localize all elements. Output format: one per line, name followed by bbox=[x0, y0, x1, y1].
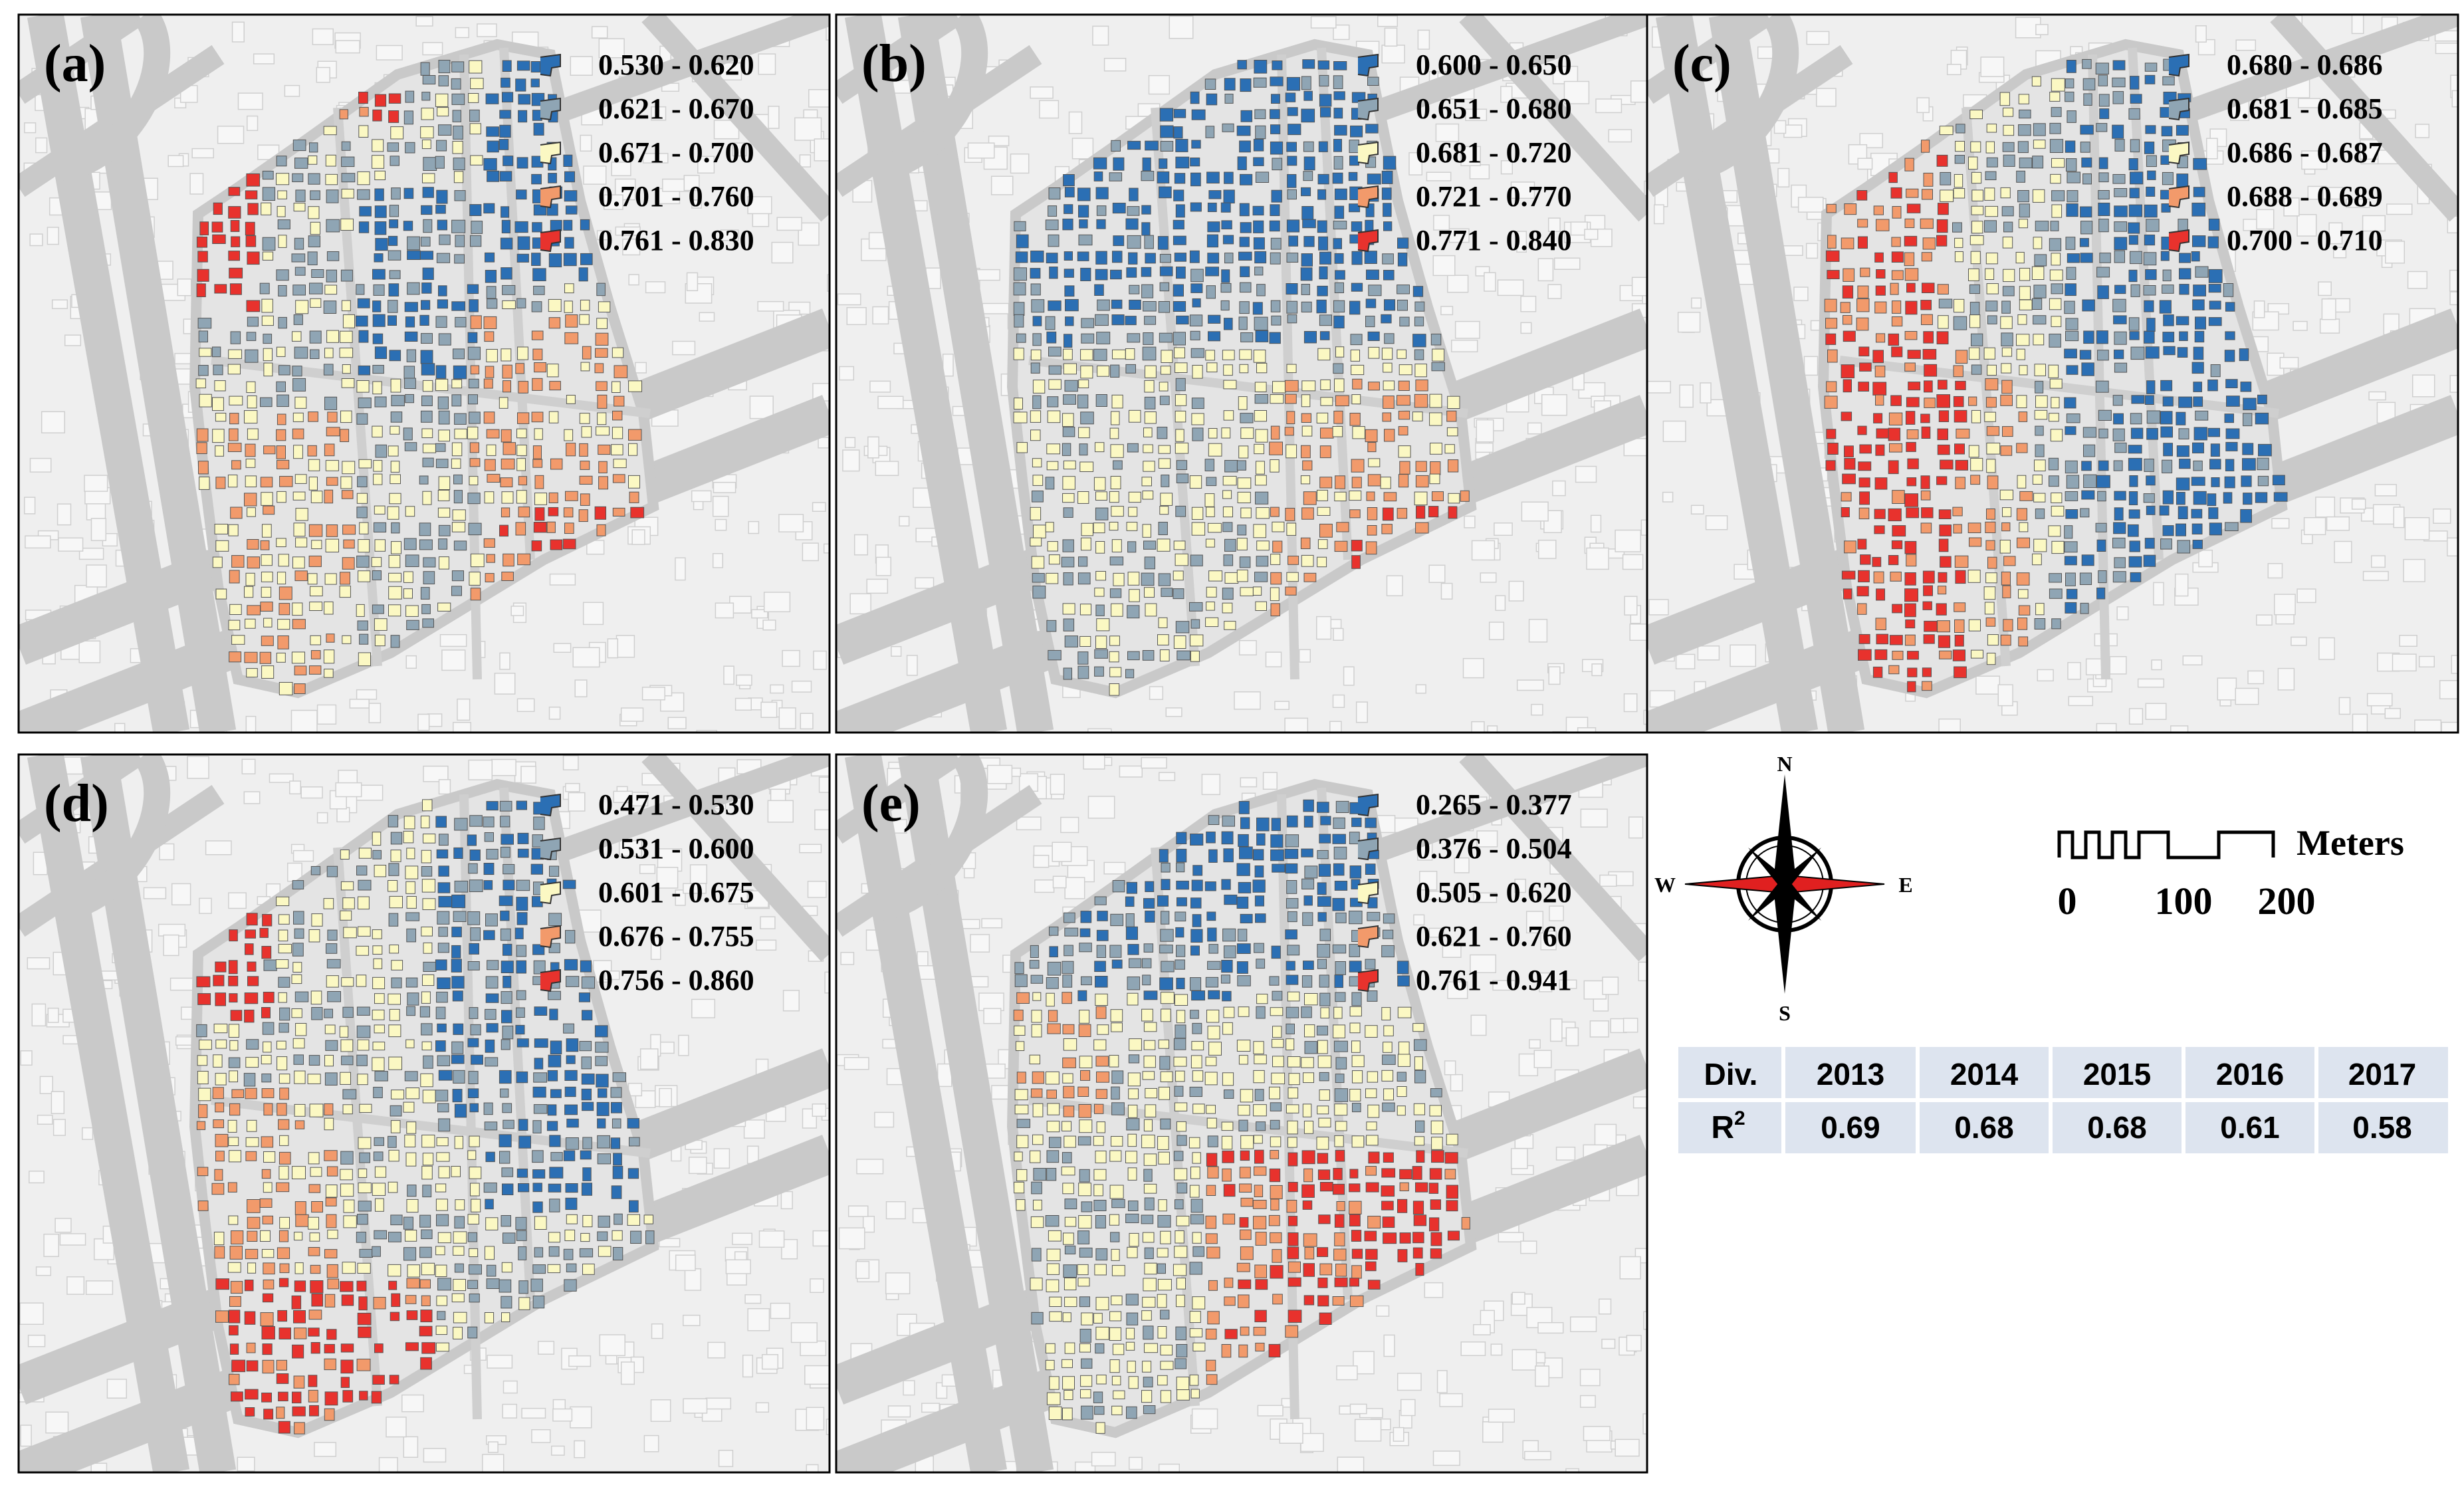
compass-n-label: N bbox=[1777, 752, 1792, 776]
compass-e-label: E bbox=[1898, 873, 1912, 897]
legend-swatch-d-3 bbox=[540, 925, 561, 949]
legend-label-d-0: 0.471 - 0.530 bbox=[598, 788, 754, 821]
legend-swatch-d-4 bbox=[540, 969, 561, 992]
table-value-1: 0.68 bbox=[1954, 1110, 2014, 1145]
legend-swatch-e-3 bbox=[1357, 925, 1379, 949]
legend-label-b-0: 0.600 - 0.650 bbox=[1416, 49, 1572, 81]
legend-label-d-3: 0.676 - 0.755 bbox=[598, 920, 754, 953]
legend-label-c-0: 0.680 - 0.686 bbox=[2227, 49, 2383, 81]
map-panel-c: (c) 0.680 - 0.686 0.681 - 0.685 0.686 - 0.6… bbox=[1646, 13, 2459, 734]
compass-rose-icon: N S W E bbox=[1654, 752, 1913, 1025]
compass-s-label: S bbox=[1779, 1001, 1791, 1025]
table-header-1: 2013 bbox=[1817, 1057, 1884, 1091]
legend-label-e-4: 0.761 - 0.941 bbox=[1416, 964, 1572, 996]
legend-label-c-2: 0.686 - 0.687 bbox=[2227, 136, 2383, 169]
table-header-4: 2016 bbox=[2216, 1057, 2284, 1091]
legend-e: 0.265 - 0.377 0.376 - 0.504 0.505 - 0.620 0… bbox=[1357, 788, 1572, 996]
legend-label-b-4: 0.771 - 0.840 bbox=[1416, 224, 1572, 257]
legend-swatch-a-2 bbox=[540, 141, 561, 165]
legend-swatch-c-2 bbox=[2168, 141, 2189, 165]
legend-swatch-b-0 bbox=[1357, 53, 1379, 77]
legend-swatch-c-4 bbox=[2168, 229, 2189, 253]
legend-label-e-1: 0.376 - 0.504 bbox=[1416, 832, 1572, 865]
map-panel-a: (a) 0.530 - 0.620 0.621 - 0.670 0.671 - 0.7… bbox=[17, 13, 831, 734]
panel-label-a: (a) bbox=[44, 35, 106, 93]
legend-swatch-a-1 bbox=[540, 97, 561, 121]
map-panel-e: (e) 0.265 - 0.377 0.376 - 0.504 0.505 - 0.6… bbox=[835, 753, 1648, 1474]
panel-label-d: (d) bbox=[44, 774, 109, 833]
legend-label-b-3: 0.721 - 0.770 bbox=[1416, 180, 1572, 213]
legend-swatch-b-4 bbox=[1357, 229, 1379, 253]
legend-label-a-4: 0.761 - 0.830 bbox=[598, 224, 754, 257]
legend-swatch-c-0 bbox=[2168, 53, 2189, 77]
legend-swatch-c-1 bbox=[2168, 97, 2189, 121]
scale-tick-0: 0 bbox=[2058, 879, 2077, 923]
legend-label-a-0: 0.530 - 0.620 bbox=[598, 49, 754, 81]
legend-label-c-3: 0.688 - 0.689 bbox=[2227, 180, 2383, 213]
table-value-0: 0.69 bbox=[1821, 1110, 1880, 1145]
legend-label-e-0: 0.265 - 0.377 bbox=[1416, 788, 1572, 821]
legend-swatch-a-3 bbox=[540, 185, 561, 209]
legend-swatch-e-0 bbox=[1357, 793, 1379, 817]
legend-swatch-c-3 bbox=[2168, 185, 2189, 209]
table-value-3: 0.61 bbox=[2220, 1110, 2280, 1145]
table-header-2: 2014 bbox=[1950, 1057, 2019, 1091]
table-header-0: Div. bbox=[1704, 1057, 1758, 1091]
legend-label-a-1: 0.621 - 0.670 bbox=[598, 92, 754, 125]
legend-c: 0.680 - 0.686 0.681 - 0.685 0.686 - 0.687 0… bbox=[2168, 49, 2383, 257]
legend-swatch-b-3 bbox=[1357, 185, 1379, 209]
map-panel-d: (d) 0.471 - 0.530 0.531 - 0.600 0.601 - 0.6… bbox=[17, 753, 831, 1474]
legend-swatch-a-0 bbox=[540, 53, 561, 77]
legend-a: 0.530 - 0.620 0.621 - 0.670 0.671 - 0.700 0… bbox=[540, 49, 754, 257]
legend-swatch-b-2 bbox=[1357, 141, 1379, 165]
legend-swatch-d-2 bbox=[540, 881, 561, 905]
scale-bar: Meters 0 100 200 bbox=[2057, 823, 2404, 923]
legend-label-d-2: 0.601 - 0.675 bbox=[598, 876, 754, 909]
legend-label-d-1: 0.531 - 0.600 bbox=[598, 832, 754, 865]
compass-w-label: W bbox=[1654, 873, 1676, 897]
panel-label-e: (e) bbox=[861, 774, 921, 833]
legend-swatch-d-1 bbox=[540, 837, 561, 861]
legend-label-e-2: 0.505 - 0.620 bbox=[1416, 876, 1572, 909]
legend-swatch-e-4 bbox=[1357, 969, 1379, 992]
panel-label-c: (c) bbox=[1672, 35, 1732, 93]
scale-unit-label: Meters bbox=[2296, 823, 2404, 863]
legend-label-c-4: 0.700 - 0.710 bbox=[2227, 224, 2383, 257]
legend-swatch-a-4 bbox=[540, 229, 561, 253]
legend-label-b-1: 0.651 - 0.680 bbox=[1416, 92, 1572, 125]
legend-label-a-3: 0.701 - 0.760 bbox=[598, 180, 754, 213]
legend-label-a-2: 0.671 - 0.700 bbox=[598, 136, 754, 169]
legend-label-d-4: 0.756 - 0.860 bbox=[598, 964, 754, 996]
scale-tick-200: 200 bbox=[2258, 879, 2316, 923]
legend-swatch-b-1 bbox=[1357, 97, 1379, 121]
legend-d: 0.471 - 0.530 0.531 - 0.600 0.601 - 0.675 0… bbox=[540, 788, 754, 996]
legend-swatch-e-1 bbox=[1357, 837, 1379, 861]
map-panel-b: (b) 0.600 - 0.650 0.651 - 0.680 0.681 - 0.7… bbox=[835, 13, 1648, 734]
legend-b: 0.600 - 0.650 0.651 - 0.680 0.681 - 0.720 0… bbox=[1357, 49, 1572, 257]
legend-label-e-3: 0.621 - 0.760 bbox=[1416, 920, 1572, 953]
scale-tick-100: 100 bbox=[2155, 879, 2213, 923]
legend-swatch-d-0 bbox=[540, 793, 561, 817]
r2-table: Div. 2013 2014 2015 2016 2017 R2 0.69 0.68 0.68… bbox=[1678, 1047, 2448, 1153]
legend-label-b-2: 0.681 - 0.720 bbox=[1416, 136, 1572, 169]
table-header-3: 2015 bbox=[2083, 1057, 2151, 1091]
table-value-4: 0.58 bbox=[2352, 1110, 2412, 1145]
panel-label-b: (b) bbox=[861, 35, 927, 93]
legend-label-c-1: 0.681 - 0.685 bbox=[2227, 92, 2383, 125]
legend-swatch-e-2 bbox=[1357, 881, 1379, 905]
table-header-5: 2017 bbox=[2348, 1057, 2416, 1091]
table-row-label: R2 bbox=[1711, 1107, 1745, 1145]
table-value-2: 0.68 bbox=[2087, 1110, 2147, 1145]
